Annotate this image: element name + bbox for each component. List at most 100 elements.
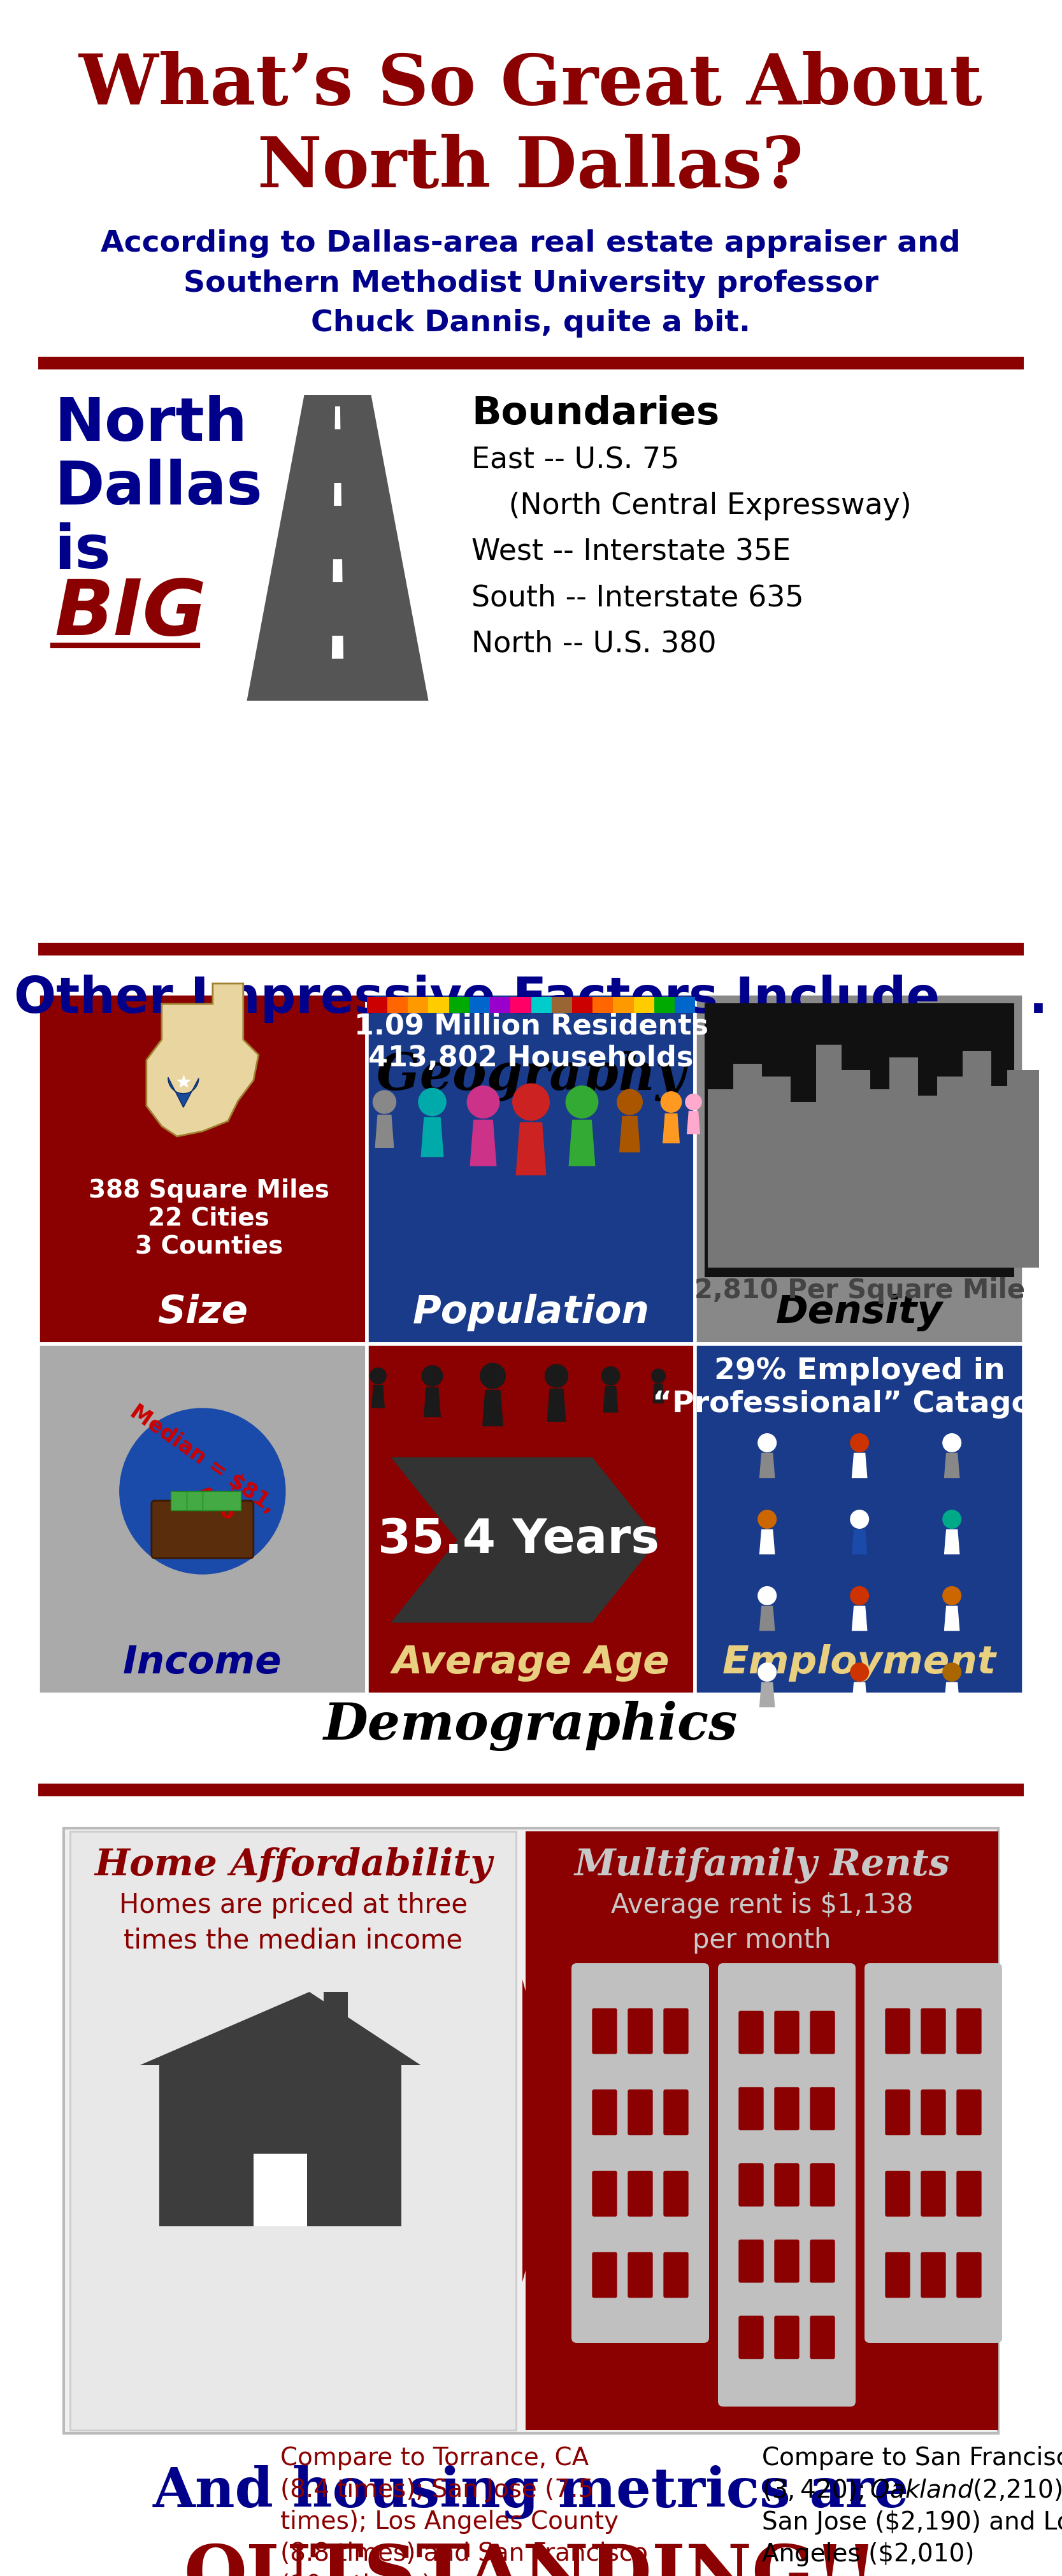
- FancyBboxPatch shape: [774, 2239, 800, 2282]
- FancyBboxPatch shape: [921, 2089, 946, 2136]
- FancyBboxPatch shape: [551, 997, 572, 1012]
- FancyBboxPatch shape: [708, 1090, 743, 1267]
- Polygon shape: [246, 394, 428, 701]
- FancyBboxPatch shape: [38, 1783, 1024, 1795]
- Text: BIG: BIG: [54, 577, 206, 652]
- Text: West -- Interstate 35E: West -- Interstate 35E: [472, 538, 791, 567]
- FancyBboxPatch shape: [864, 1090, 900, 1267]
- FancyBboxPatch shape: [963, 1051, 992, 1267]
- Text: Compare to Torrance, CA
(8.4 times); San Jose (7.5
times); Los Angeles County
(8: Compare to Torrance, CA (8.4 times); San…: [280, 2447, 648, 2576]
- Polygon shape: [482, 1391, 503, 1427]
- Text: 486: 486: [191, 1484, 239, 1525]
- FancyBboxPatch shape: [324, 1991, 348, 2066]
- Text: is: is: [54, 523, 110, 582]
- FancyBboxPatch shape: [810, 2316, 835, 2360]
- FancyBboxPatch shape: [159, 2066, 401, 2226]
- FancyBboxPatch shape: [788, 1103, 826, 1267]
- Circle shape: [758, 1435, 776, 1453]
- FancyBboxPatch shape: [864, 1963, 1003, 2342]
- FancyBboxPatch shape: [938, 1077, 970, 1267]
- Polygon shape: [944, 1605, 960, 1631]
- FancyBboxPatch shape: [759, 1077, 791, 1267]
- Polygon shape: [332, 559, 342, 582]
- Text: Income: Income: [123, 1643, 282, 1682]
- Circle shape: [943, 1664, 961, 1682]
- FancyBboxPatch shape: [428, 997, 449, 1012]
- FancyBboxPatch shape: [738, 2316, 764, 2360]
- Text: North -- U.S. 380: North -- U.S. 380: [472, 629, 717, 657]
- FancyBboxPatch shape: [490, 997, 511, 1012]
- Polygon shape: [372, 1386, 384, 1409]
- Text: OUTSTANDING!!: OUTSTANDING!!: [184, 2543, 878, 2576]
- FancyBboxPatch shape: [469, 997, 490, 1012]
- Polygon shape: [523, 1978, 564, 2282]
- FancyBboxPatch shape: [734, 1064, 763, 1267]
- Text: Other Impressive Factors Include . . .: Other Impressive Factors Include . . .: [14, 974, 1047, 1023]
- Text: South -- Interstate 635: South -- Interstate 635: [472, 585, 804, 613]
- Circle shape: [851, 1587, 869, 1605]
- Polygon shape: [333, 482, 342, 505]
- FancyBboxPatch shape: [366, 997, 388, 1012]
- FancyBboxPatch shape: [957, 2009, 981, 2053]
- FancyBboxPatch shape: [738, 2239, 764, 2282]
- Polygon shape: [331, 636, 343, 659]
- Polygon shape: [469, 1121, 497, 1167]
- Polygon shape: [516, 1123, 546, 1175]
- Text: And housing metrics are: And housing metrics are: [153, 2465, 909, 2519]
- Polygon shape: [852, 1530, 868, 1553]
- FancyBboxPatch shape: [1008, 1069, 1040, 1267]
- FancyBboxPatch shape: [38, 994, 366, 1345]
- FancyBboxPatch shape: [511, 997, 531, 1012]
- FancyBboxPatch shape: [654, 997, 674, 1012]
- FancyBboxPatch shape: [664, 2089, 688, 2136]
- FancyBboxPatch shape: [957, 2172, 981, 2215]
- Circle shape: [422, 1365, 443, 1386]
- FancyBboxPatch shape: [921, 2251, 946, 2298]
- Polygon shape: [653, 1383, 664, 1404]
- FancyBboxPatch shape: [921, 2172, 946, 2215]
- Text: Boundaries: Boundaries: [472, 394, 719, 433]
- Polygon shape: [375, 1115, 394, 1149]
- FancyBboxPatch shape: [613, 997, 634, 1012]
- Circle shape: [758, 1510, 776, 1528]
- Text: Employment: Employment: [722, 1643, 996, 1682]
- Polygon shape: [568, 1121, 596, 1167]
- Text: East -- U.S. 75: East -- U.S. 75: [472, 446, 680, 474]
- Text: Average Age: Average Age: [392, 1643, 670, 1682]
- FancyBboxPatch shape: [628, 2009, 653, 2053]
- FancyBboxPatch shape: [38, 1345, 366, 1695]
- FancyBboxPatch shape: [408, 997, 428, 1012]
- Text: 2,810 Per Square Mile: 2,810 Per Square Mile: [695, 1278, 1025, 1303]
- Polygon shape: [852, 1453, 868, 1479]
- FancyBboxPatch shape: [718, 1963, 856, 2406]
- Circle shape: [601, 1368, 620, 1386]
- FancyBboxPatch shape: [664, 2251, 688, 2298]
- Text: Multifamily Rents: Multifamily Rents: [575, 1847, 949, 1883]
- Circle shape: [373, 1090, 396, 1113]
- Circle shape: [513, 1084, 549, 1121]
- FancyBboxPatch shape: [839, 1069, 871, 1267]
- Text: Home Affordability: Home Affordability: [95, 1847, 492, 1883]
- Text: Compare to San Francisco
($3,420); Oakland ($2,210);
San Jose ($2,190) and Los
A: Compare to San Francisco ($3,420); Oakla…: [761, 2447, 1062, 2566]
- Polygon shape: [391, 1458, 658, 1623]
- Polygon shape: [687, 1110, 700, 1133]
- FancyBboxPatch shape: [774, 2316, 800, 2360]
- Polygon shape: [759, 1682, 775, 1708]
- FancyBboxPatch shape: [38, 943, 1024, 956]
- FancyBboxPatch shape: [957, 2089, 981, 2136]
- Polygon shape: [619, 1115, 640, 1151]
- Circle shape: [617, 1090, 643, 1115]
- Polygon shape: [759, 1605, 775, 1631]
- Text: What’s So Great About: What’s So Great About: [79, 52, 982, 118]
- Circle shape: [758, 1664, 776, 1682]
- FancyBboxPatch shape: [634, 997, 654, 1012]
- FancyBboxPatch shape: [593, 997, 613, 1012]
- Text: Median = $81,: Median = $81,: [125, 1401, 279, 1517]
- Circle shape: [851, 1664, 869, 1682]
- Circle shape: [943, 1510, 961, 1528]
- FancyBboxPatch shape: [254, 2154, 307, 2226]
- Text: North Dallas?: North Dallas?: [258, 134, 804, 201]
- FancyBboxPatch shape: [921, 2009, 946, 2053]
- Text: North: North: [54, 394, 247, 453]
- Polygon shape: [168, 1077, 199, 1108]
